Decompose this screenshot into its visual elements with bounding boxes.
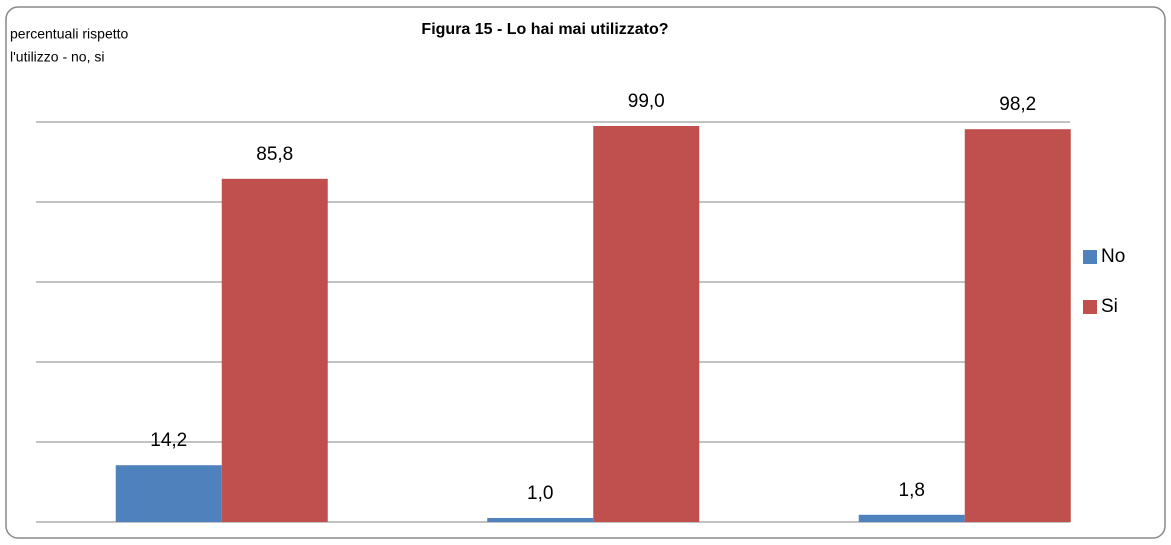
legend-swatch [1083,300,1097,314]
bar [221,178,328,523]
data-label: 1,8 [899,480,925,501]
y-axis-label: percentuali rispetto [10,26,129,42]
bar [964,129,1071,522]
data-label: 14,2 [150,430,187,451]
legend-label: Si [1101,296,1118,317]
data-label: 99,0 [628,91,665,112]
legend-label: No [1101,246,1125,267]
data-label: 98,2 [999,94,1036,115]
legend-swatch [1083,250,1097,264]
data-label: 1,0 [527,483,553,504]
bar [115,465,222,522]
bar [487,518,594,522]
chart-title: Figura 15 - Lo hai mai utilizzato? [421,21,668,38]
y-axis-label: l'utilizzo - no, si [10,49,104,65]
data-label: 85,8 [256,144,293,165]
bar [593,126,700,522]
bar [858,514,965,522]
